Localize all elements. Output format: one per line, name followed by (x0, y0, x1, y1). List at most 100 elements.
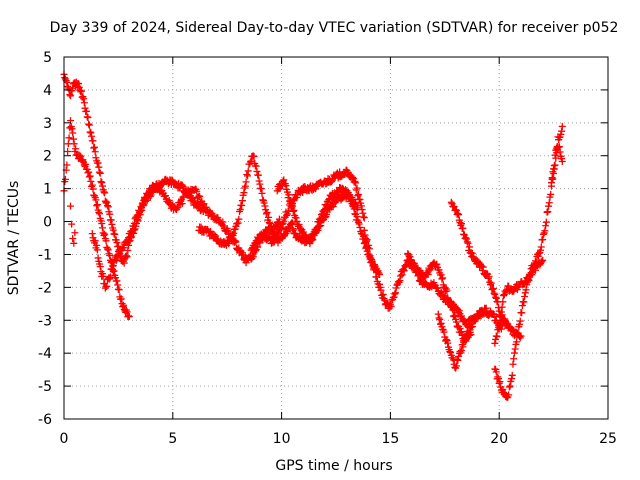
data-point (240, 189, 248, 197)
data-point (134, 212, 142, 220)
data-point (539, 235, 547, 243)
data-point (467, 323, 475, 331)
data-point (285, 191, 293, 199)
data-point (534, 252, 542, 260)
data-point (85, 168, 93, 176)
data-point (267, 223, 275, 231)
data-point (249, 253, 257, 261)
y-tick-label: -4 (38, 346, 52, 362)
data-point (465, 243, 473, 251)
data-point (66, 91, 74, 99)
data-point (64, 148, 72, 156)
data-point (85, 121, 93, 129)
data-point (357, 202, 365, 210)
data-point (100, 231, 108, 239)
data-point (355, 220, 363, 228)
data-point (513, 330, 521, 338)
data-point (278, 224, 286, 232)
data-point (243, 170, 251, 178)
data-point (442, 336, 450, 344)
data-point (468, 323, 476, 331)
series-track-i (288, 189, 362, 247)
data-point (69, 234, 77, 242)
series-track-k (404, 250, 525, 345)
data-point (238, 202, 246, 210)
data-point (64, 82, 72, 90)
data-point (459, 343, 467, 351)
data-point (269, 227, 277, 235)
data-point (328, 178, 336, 186)
data-point (427, 265, 435, 273)
data-point (63, 78, 71, 86)
data-point (94, 254, 102, 262)
data-point (499, 385, 507, 393)
data-point (76, 86, 84, 94)
data-point (233, 220, 241, 228)
data-point (275, 215, 283, 223)
data-point (447, 198, 455, 206)
data-point (299, 188, 307, 196)
data-point (329, 203, 337, 211)
data-point (426, 266, 434, 274)
data-point (447, 302, 455, 310)
data-point (468, 249, 476, 257)
data-point (434, 310, 442, 318)
data-point (256, 180, 264, 188)
data-point (178, 181, 186, 189)
data-point (390, 293, 398, 301)
data-point (550, 162, 558, 170)
data-point (235, 215, 243, 223)
data-point (114, 281, 122, 289)
data-point (232, 238, 240, 246)
data-point (485, 273, 493, 281)
data-point (362, 237, 370, 245)
data-point (128, 228, 136, 236)
data-point (315, 222, 323, 230)
data-point (518, 309, 526, 317)
data-point (397, 272, 405, 280)
grid-layer (64, 57, 608, 419)
data-point (356, 196, 364, 204)
data-point (443, 287, 451, 295)
data-point (464, 239, 472, 247)
data-point (106, 210, 114, 218)
data-point (89, 137, 97, 145)
data-point (510, 349, 518, 357)
data-point (434, 284, 442, 292)
data-point (359, 209, 367, 217)
data-point (558, 127, 566, 135)
data-point (104, 245, 112, 253)
data-point (545, 202, 553, 210)
data-point (550, 165, 558, 173)
data-point (91, 148, 99, 156)
data-point (106, 251, 114, 259)
data-point (98, 219, 106, 227)
data-point (365, 241, 373, 249)
data-point (252, 162, 260, 170)
data-point (452, 206, 460, 214)
data-point (126, 233, 134, 241)
data-point (92, 154, 100, 162)
data-point (244, 167, 252, 175)
data-point (497, 308, 505, 316)
data-point (77, 88, 85, 96)
data-point (521, 293, 529, 301)
data-point (125, 313, 133, 321)
data-point (140, 201, 148, 209)
data-point (354, 192, 362, 200)
y-tick-label: -2 (38, 280, 52, 296)
data-point (496, 317, 504, 325)
data-point (380, 294, 388, 302)
data-point (115, 251, 123, 259)
series-track-e (180, 184, 283, 267)
data-point (103, 198, 111, 206)
data-point (135, 208, 143, 216)
data-point (282, 182, 290, 190)
data-point (123, 253, 131, 261)
data-point (61, 74, 69, 82)
data-point (424, 271, 432, 279)
data-point (107, 216, 115, 224)
data-point (360, 214, 368, 222)
data-point (495, 325, 503, 333)
